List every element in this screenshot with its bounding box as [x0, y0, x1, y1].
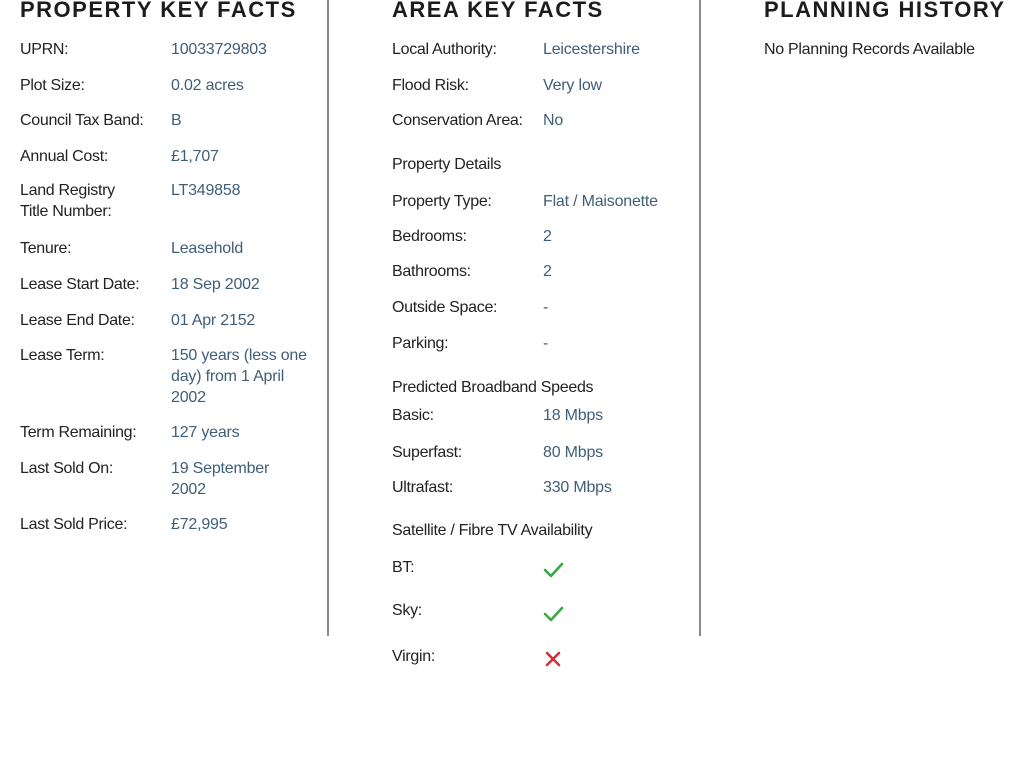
section-title: PROPERTY KEY FACTS	[20, 0, 297, 22]
label-uprn: UPRN:	[20, 41, 69, 58]
label-title-number: Land Registry Title Number:	[20, 182, 115, 220]
label-basic: Basic:	[392, 407, 434, 424]
label-bedrooms: Bedrooms:	[392, 228, 467, 245]
value-conservation-area: No	[543, 112, 564, 129]
column-divider	[327, 0, 329, 636]
value-last-sold-price: £72,995	[171, 516, 228, 533]
value-basic: 18 Mbps	[543, 407, 603, 424]
planning-message: No Planning Records Available	[764, 41, 975, 58]
value-outside-space: -	[543, 299, 549, 316]
label-annual-cost: Annual Cost:	[20, 148, 109, 165]
label-last-sold-price: Last Sold Price:	[20, 516, 128, 533]
section-title: PLANNING HISTORY	[764, 0, 1006, 22]
value-bathrooms: 2	[543, 263, 552, 280]
label-property-type: Property Type:	[392, 193, 492, 210]
label-parking: Parking:	[392, 335, 449, 352]
label-lease-start: Lease Start Date:	[20, 276, 140, 293]
value-superfast: 80 Mbps	[543, 444, 603, 461]
broadband-title: Predicted Broadband Speeds	[392, 379, 594, 396]
tv-title: Satellite / Fibre TV Availability	[392, 522, 593, 539]
label-plot-size: Plot Size:	[20, 77, 85, 94]
value-flood-risk: Very low	[543, 77, 602, 94]
label-outside-space: Outside Space:	[392, 299, 498, 316]
label-virgin: Virgin:	[392, 648, 435, 665]
label-ultrafast: Ultrafast:	[392, 479, 454, 496]
cross-icon	[545, 651, 561, 667]
property-details-title: Property Details	[392, 156, 502, 173]
label-superfast: Superfast:	[392, 444, 462, 461]
value-bedrooms: 2	[543, 228, 552, 245]
label-bathrooms: Bathrooms:	[392, 263, 471, 280]
label-bt: BT:	[392, 559, 415, 576]
value-lease-end: 01 Apr 2152	[171, 312, 256, 329]
label-tenure: Tenure:	[20, 240, 72, 257]
value-lease-term: 150 years (less one day) from 1 April 20…	[171, 347, 307, 406]
label-lease-end: Lease End Date:	[20, 312, 135, 329]
column-divider	[699, 0, 701, 636]
label-last-sold-on: Last Sold On:	[20, 460, 114, 477]
label-lease-term: Lease Term:	[20, 347, 105, 364]
label-local-authority: Local Authority:	[392, 41, 497, 58]
label-sky: Sky:	[392, 602, 422, 619]
value-ultrafast: 330 Mbps	[543, 479, 612, 496]
label-flood-risk: Flood Risk:	[392, 77, 469, 94]
value-property-type: Flat / Maisonette	[543, 193, 658, 210]
value-last-sold-on: 19 September 2002	[171, 460, 270, 498]
value-local-authority: Leicestershire	[543, 41, 640, 58]
label-term-remaining: Term Remaining:	[20, 424, 137, 441]
value-parking: -	[543, 335, 549, 352]
check-icon	[543, 606, 564, 622]
value-title-number: LT349858	[171, 182, 241, 199]
value-plot-size: 0.02 acres	[171, 77, 244, 94]
section-title: AREA KEY FACTS	[392, 0, 604, 22]
check-icon	[543, 562, 564, 578]
value-annual-cost: £1,707	[171, 148, 219, 165]
value-uprn: 10033729803	[171, 41, 267, 58]
value-term-remaining: 127 years	[171, 424, 240, 441]
value-council-tax: B	[171, 112, 182, 129]
value-tenure: Leasehold	[171, 240, 244, 257]
label-conservation-area: Conservation Area:	[392, 112, 523, 129]
label-council-tax: Council Tax Band:	[20, 112, 144, 129]
value-lease-start: 18 Sep 2002	[171, 276, 260, 293]
